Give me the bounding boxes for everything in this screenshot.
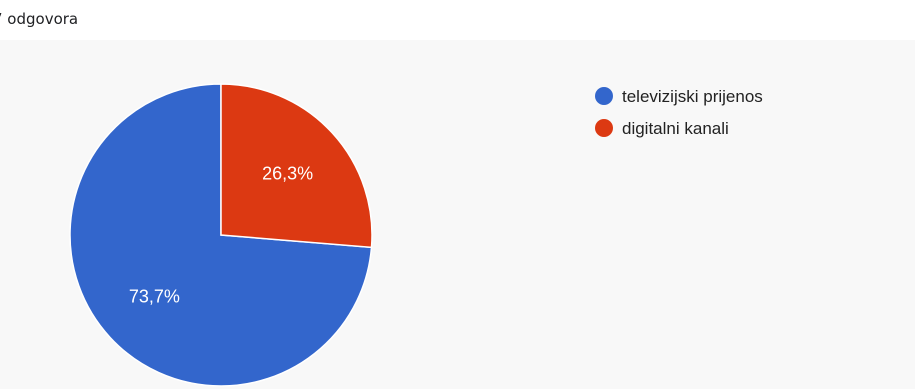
chart-legend: televizijski prijenos digitalni kanali (595, 87, 763, 138)
pie-slices (69, 83, 373, 387)
pie-slice-labels: 73,7% 26,3% (129, 164, 313, 307)
legend-label-0: televizijski prijenos (622, 87, 763, 106)
slice-data-label-1: 26,3% (262, 164, 313, 184)
legend-label-1: digitalni kanali (622, 119, 729, 138)
legend-swatch-0 (595, 87, 613, 105)
legend-swatch-1 (595, 119, 613, 137)
response-count: 7 odgovora (0, 10, 79, 28)
pie-slice-1 (220, 83, 373, 249)
slice-data-label-0: 73,7% (129, 286, 180, 306)
